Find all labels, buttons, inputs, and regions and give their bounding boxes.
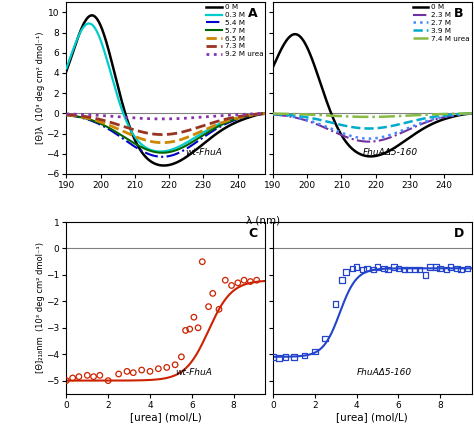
Point	[370, 266, 377, 273]
Point	[464, 265, 471, 272]
Point	[194, 324, 202, 332]
Point	[96, 372, 104, 379]
Text: A: A	[247, 8, 257, 20]
Point	[275, 355, 283, 362]
Point	[384, 266, 392, 273]
Point	[146, 368, 154, 375]
Point	[282, 353, 289, 360]
Point	[338, 277, 346, 284]
Point	[205, 303, 212, 310]
Point	[321, 335, 329, 342]
Point	[422, 271, 429, 279]
Point	[447, 263, 455, 271]
Point	[115, 370, 122, 377]
Point	[253, 277, 260, 284]
Point	[234, 279, 242, 287]
Point	[349, 265, 356, 272]
Point	[301, 352, 308, 359]
Point	[457, 266, 465, 273]
Point	[405, 266, 413, 273]
Point	[186, 326, 193, 333]
Point	[163, 364, 171, 371]
Point	[178, 353, 185, 360]
Text: FhuAΔ5-160: FhuAΔ5-160	[362, 148, 418, 157]
Text: C: C	[248, 227, 257, 240]
Point	[138, 367, 146, 374]
Point	[190, 314, 198, 321]
Point	[209, 290, 217, 297]
Point	[374, 263, 381, 271]
Point	[311, 348, 319, 355]
Legend: 0 M, 2.3 M, 2.7 M, 3.9 M, 7.4 M urea: 0 M, 2.3 M, 2.7 M, 3.9 M, 7.4 M urea	[412, 4, 470, 42]
Point	[342, 269, 350, 276]
Point	[246, 278, 254, 285]
Point	[395, 265, 402, 272]
Point	[411, 266, 419, 273]
Point	[90, 373, 97, 380]
Point	[269, 353, 277, 360]
Point	[363, 265, 371, 272]
Point	[83, 372, 91, 379]
X-axis label: [urea] (mol/L): [urea] (mol/L)	[130, 413, 201, 423]
Point	[215, 306, 223, 313]
Point	[129, 369, 137, 376]
Point	[453, 265, 461, 272]
Text: wt-FhuA: wt-FhuA	[185, 148, 222, 157]
Text: D: D	[454, 227, 464, 240]
Y-axis label: [Θ]₂₁₈nm  (10³ deg cm² dmol⁻¹): [Θ]₂₁₈nm (10³ deg cm² dmol⁻¹)	[36, 243, 45, 373]
Text: wt-FhuA: wt-FhuA	[176, 368, 212, 376]
Point	[391, 263, 398, 271]
Point	[104, 377, 112, 384]
Point	[199, 258, 206, 265]
Point	[228, 282, 236, 289]
Point	[401, 266, 409, 273]
Point	[380, 265, 388, 272]
Point	[332, 300, 339, 307]
Point	[69, 374, 76, 381]
Point	[416, 266, 423, 273]
Text: B: B	[454, 8, 464, 20]
Point	[432, 263, 440, 271]
Point	[290, 353, 298, 360]
Text: λ (nm): λ (nm)	[246, 215, 280, 225]
Point	[353, 263, 360, 271]
Point	[240, 277, 248, 284]
Y-axis label: [Θ]λ  (10³ deg cm² dmol⁻¹): [Θ]λ (10³ deg cm² dmol⁻¹)	[36, 32, 45, 144]
X-axis label: [urea] (mol/L): [urea] (mol/L)	[337, 413, 408, 423]
Point	[171, 361, 179, 368]
Point	[426, 263, 434, 271]
Text: FhuAΔ5-160: FhuAΔ5-160	[356, 368, 411, 376]
Point	[443, 266, 450, 273]
Point	[75, 373, 82, 380]
Point	[63, 377, 70, 384]
Legend: 0 M, 0.3 M, 5.4 M, 5.7 M, 6.5 M, 7.3 M, 9.2 M urea: 0 M, 0.3 M, 5.4 M, 5.7 M, 6.5 M, 7.3 M, …	[206, 4, 264, 57]
Point	[359, 266, 367, 273]
Point	[437, 265, 444, 272]
Point	[221, 277, 229, 284]
Point	[155, 365, 162, 372]
Point	[123, 368, 131, 375]
Point	[182, 327, 189, 334]
